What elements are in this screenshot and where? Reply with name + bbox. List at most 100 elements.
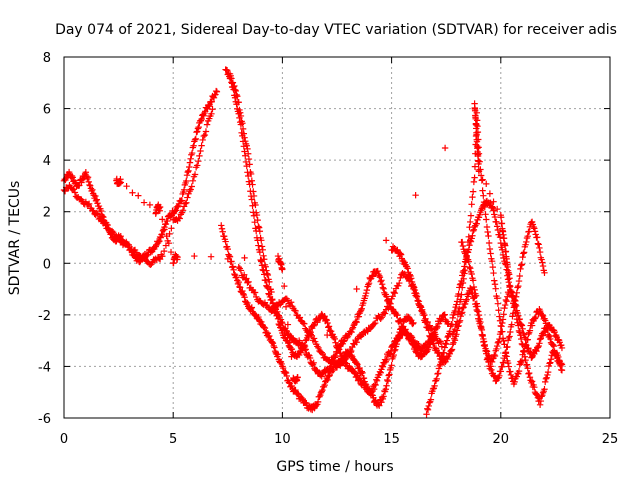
- data-point: [501, 242, 509, 249]
- data-point: [392, 310, 400, 318]
- data-point: [429, 337, 436, 345]
- data-point: [161, 223, 168, 231]
- data-point: [485, 358, 492, 366]
- data-points: [60, 66, 566, 418]
- data-point: [390, 289, 397, 296]
- data-point: [159, 253, 166, 260]
- data-point: [156, 203, 164, 211]
- data-point: [544, 371, 551, 379]
- data-point: [167, 248, 175, 256]
- data-point: [515, 282, 522, 290]
- data-point: [384, 376, 391, 384]
- data-point: [413, 292, 421, 300]
- data-point: [440, 359, 448, 367]
- data-point: [212, 87, 220, 95]
- data-point: [241, 294, 248, 301]
- data-point: [517, 335, 525, 343]
- data-point: [478, 326, 486, 334]
- data-point: [70, 186, 78, 193]
- data-point: [200, 112, 207, 120]
- x-tick-label: 0: [60, 432, 68, 447]
- data-point: [539, 259, 546, 266]
- data-point: [258, 318, 265, 326]
- axis-ticks: [63, 56, 611, 419]
- data-point: [194, 162, 201, 169]
- data-point: [335, 346, 343, 353]
- chart-title: Day 074 of 2021, Sidereal Day-to-day VTE…: [55, 22, 617, 38]
- data-point: [325, 324, 332, 331]
- series-track-c: [222, 66, 452, 380]
- data-point: [231, 82, 238, 90]
- data-point: [507, 282, 514, 290]
- data-point: [391, 289, 399, 297]
- data-point: [520, 348, 528, 356]
- data-point: [383, 356, 390, 364]
- data-point: [412, 191, 419, 199]
- data-point: [425, 402, 432, 410]
- data-point: [484, 355, 491, 363]
- data-point: [187, 186, 194, 193]
- data-point: [531, 315, 539, 322]
- data-point: [378, 277, 385, 284]
- data-point: [244, 299, 251, 307]
- data-point: [534, 344, 542, 351]
- data-point: [213, 88, 221, 95]
- data-point: [378, 280, 386, 288]
- data-point: [475, 311, 483, 319]
- data-point: [409, 320, 416, 328]
- data-point: [404, 265, 411, 272]
- data-point: [274, 315, 282, 323]
- data-point: [263, 283, 271, 290]
- data-point: [344, 352, 352, 359]
- data-point: [368, 273, 376, 280]
- data-point: [183, 171, 191, 179]
- data-point: [517, 332, 524, 339]
- data-point: [472, 292, 480, 299]
- data-point: [353, 318, 360, 326]
- data-point: [193, 128, 200, 136]
- data-point: [393, 340, 400, 348]
- data-point: [160, 247, 168, 255]
- data-point: [310, 359, 317, 367]
- data-point: [453, 321, 460, 329]
- data-point: [232, 87, 240, 95]
- data-point: [119, 237, 127, 244]
- x-tick-label: 25: [602, 432, 619, 447]
- data-point: [377, 315, 384, 322]
- data-point: [488, 366, 495, 374]
- data-point: [324, 376, 331, 384]
- x-axis-title: GPS time / hours: [276, 459, 393, 475]
- data-point: [264, 330, 272, 337]
- y-tick-label: -2: [38, 309, 51, 324]
- data-point: [385, 305, 392, 312]
- data-point: [515, 322, 522, 329]
- data-point: [61, 176, 68, 183]
- data-point: [555, 336, 562, 343]
- data-point: [247, 170, 255, 178]
- data-point: [362, 380, 369, 388]
- data-point: [539, 332, 547, 339]
- data-point: [356, 364, 363, 372]
- y-tick-label: 6: [43, 103, 51, 118]
- data-point: [327, 327, 335, 335]
- data-point: [242, 158, 250, 166]
- data-point: [237, 112, 245, 120]
- data-point: [182, 200, 189, 207]
- data-point: [306, 354, 314, 362]
- data-point: [453, 301, 460, 308]
- data-point: [532, 313, 539, 321]
- data-point: [492, 285, 499, 292]
- data-point: [174, 203, 181, 211]
- data-point: [208, 110, 215, 118]
- data-point: [235, 263, 242, 271]
- data-point: [459, 238, 466, 246]
- data-point: [314, 343, 321, 350]
- data-point: [236, 109, 244, 116]
- data-point: [395, 334, 403, 341]
- data-point: [353, 339, 360, 346]
- data-point: [329, 357, 336, 365]
- data-point: [537, 397, 545, 405]
- data-point: [504, 276, 512, 283]
- data-point: [497, 322, 504, 330]
- data-point: [494, 339, 502, 346]
